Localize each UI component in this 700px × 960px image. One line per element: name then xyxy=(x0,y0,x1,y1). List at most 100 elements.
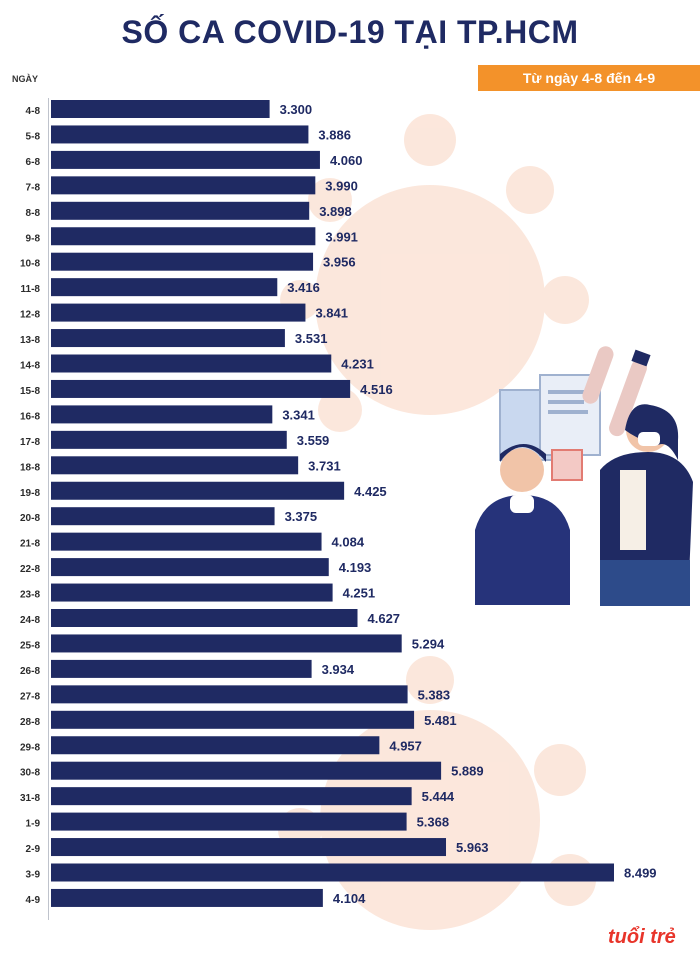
bar-31-8 xyxy=(51,787,412,806)
bar-17-8 xyxy=(51,430,287,449)
data-label-14-8: 4.231 xyxy=(341,357,374,372)
data-label-24-8: 4.627 xyxy=(368,611,401,626)
tick-label-28-8: 28-8 xyxy=(20,717,40,728)
tick-label-20-8: 20-8 xyxy=(20,513,40,524)
tick-label-7-8: 7-8 xyxy=(26,182,41,193)
data-label-13-8: 3.531 xyxy=(295,331,328,346)
data-label-25-8: 5.294 xyxy=(412,636,445,651)
tick-label-13-8: 13-8 xyxy=(20,335,40,346)
data-label-11-8: 3.416 xyxy=(287,280,320,295)
tick-label-18-8: 18-8 xyxy=(20,462,40,473)
tick-label-15-8: 15-8 xyxy=(20,386,40,397)
tick-label-4-9: 4-9 xyxy=(26,895,41,906)
date-range-badge: Từ ngày 4-8 đến 4-9 xyxy=(478,65,700,91)
bar-19-8 xyxy=(51,481,345,500)
bar-4-8 xyxy=(51,100,270,118)
bar-25-8 xyxy=(51,634,402,653)
bar-13-8 xyxy=(51,329,285,348)
data-label-3-9: 8.499 xyxy=(624,866,657,881)
tick-label-9-8: 9-8 xyxy=(26,233,41,244)
tick-label-25-8: 25-8 xyxy=(20,640,40,651)
tick-label-5-8: 5-8 xyxy=(26,131,41,142)
data-label-7-8: 3.990 xyxy=(325,178,358,193)
bar-16-8 xyxy=(51,405,273,424)
bar-21-8 xyxy=(51,532,322,551)
tick-label-27-8: 27-8 xyxy=(20,691,40,702)
tick-label-21-8: 21-8 xyxy=(20,539,40,550)
bar-24-8 xyxy=(51,609,358,627)
chart-title: SỐ CA COVID-19 TẠI TP.HCM xyxy=(121,14,579,50)
bar-28-8 xyxy=(51,710,415,729)
data-label-23-8: 4.251 xyxy=(343,586,376,601)
bar-18-8 xyxy=(51,456,299,475)
person-sneezing-illustration xyxy=(475,444,570,605)
data-label-27-8: 5.383 xyxy=(418,687,451,702)
data-label-17-8: 3.559 xyxy=(297,433,330,448)
tick-label-26-8: 26-8 xyxy=(20,666,40,677)
data-label-10-8: 3.956 xyxy=(323,255,356,270)
bar-14-8 xyxy=(51,354,332,373)
data-label-18-8: 3.731 xyxy=(308,458,341,473)
tick-label-31-8: 31-8 xyxy=(20,793,40,804)
bar-8-8 xyxy=(51,201,310,220)
bar-3-9 xyxy=(51,863,614,882)
bar-1-9 xyxy=(51,812,407,831)
data-label-5-8: 3.886 xyxy=(318,127,351,142)
data-label-8-8: 3.898 xyxy=(319,204,352,219)
data-label-19-8: 4.425 xyxy=(354,484,387,499)
tick-label-6-8: 6-8 xyxy=(26,157,41,168)
data-label-26-8: 3.934 xyxy=(322,662,355,677)
person-coughing-illustration xyxy=(600,404,693,606)
bar-9-8 xyxy=(51,227,316,246)
data-label-31-8: 5.444 xyxy=(422,789,455,804)
bar-4-9 xyxy=(51,888,323,907)
bar-15-8 xyxy=(51,379,351,398)
bar-6-8 xyxy=(51,150,320,169)
tick-label-24-8: 24-8 xyxy=(20,615,40,626)
tick-label-8-8: 8-8 xyxy=(26,208,41,219)
data-label-30-8: 5.889 xyxy=(451,764,484,779)
tick-label-1-9: 1-9 xyxy=(26,819,41,830)
tick-label-14-8: 14-8 xyxy=(20,361,40,372)
data-label-2-9: 5.963 xyxy=(456,840,489,855)
data-label-15-8: 4.516 xyxy=(360,382,393,397)
tick-label-16-8: 16-8 xyxy=(20,411,40,422)
bar-7-8 xyxy=(51,176,316,195)
tick-label-17-8: 17-8 xyxy=(20,437,40,448)
data-label-4-9: 4.104 xyxy=(333,891,366,906)
data-label-16-8: 3.341 xyxy=(282,407,315,422)
bar-20-8 xyxy=(51,507,275,526)
tick-label-29-8: 29-8 xyxy=(20,742,40,753)
tick-label-4-8: 4-8 xyxy=(26,106,41,117)
bar-26-8 xyxy=(51,659,312,678)
data-label-22-8: 4.193 xyxy=(339,560,372,575)
bar-5-8 xyxy=(51,125,309,144)
tick-label-3-9: 3-9 xyxy=(26,870,41,881)
data-label-29-8: 4.957 xyxy=(389,738,422,753)
test-tube-illustration xyxy=(582,346,651,437)
data-label-1-9: 5.368 xyxy=(417,815,450,830)
data-label-9-8: 3.991 xyxy=(325,229,358,244)
tick-label-12-8: 12-8 xyxy=(20,310,40,321)
tick-label-2-9: 2-9 xyxy=(26,844,41,855)
y-axis-line xyxy=(48,98,49,920)
tick-label-19-8: 19-8 xyxy=(20,488,40,499)
bar-30-8 xyxy=(51,761,442,780)
bar-12-8 xyxy=(51,303,306,322)
y-axis-label: NGÀY xyxy=(12,74,39,84)
tick-label-30-8: 30-8 xyxy=(20,768,40,779)
bar-29-8 xyxy=(51,736,380,755)
tick-label-23-8: 23-8 xyxy=(20,590,40,601)
data-label-21-8: 4.084 xyxy=(332,535,365,550)
bar-22-8 xyxy=(51,558,329,577)
data-label-12-8: 3.841 xyxy=(315,306,348,321)
bar-23-8 xyxy=(51,583,333,602)
tuoi-tre-logo: tuổi trẻ xyxy=(608,926,676,949)
tick-label-10-8: 10-8 xyxy=(20,259,40,270)
data-label-6-8: 4.060 xyxy=(330,153,363,168)
bar-10-8 xyxy=(51,252,314,271)
data-label-28-8: 5.481 xyxy=(424,713,457,728)
bar-2-9 xyxy=(51,838,447,857)
data-label-20-8: 3.375 xyxy=(285,509,318,524)
